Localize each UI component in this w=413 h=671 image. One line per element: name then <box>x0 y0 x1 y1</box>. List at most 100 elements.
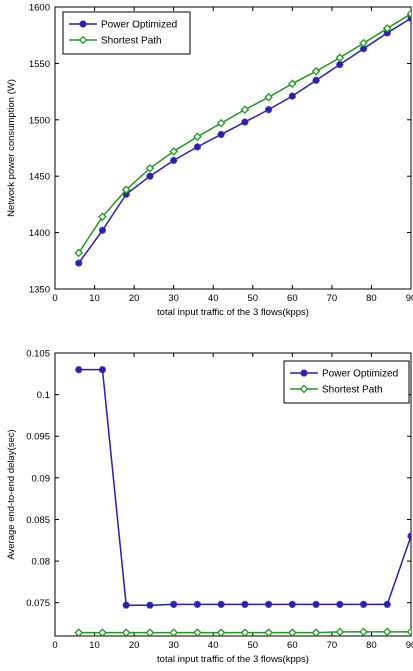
data-point-shortest-path <box>406 627 411 636</box>
data-point-shortest-path <box>98 628 107 636</box>
data-point-power-optimized <box>98 366 107 374</box>
x-tick-label: 60 <box>287 640 298 651</box>
x-axis-label: total input traffic of the 3 flows(kpps) <box>157 654 309 665</box>
chart-1: 0 10 20 30 40 50 60 70 80 90 1350 1400 1450 1500 1550 1… <box>6 3 413 319</box>
data-point-shortest-path <box>240 105 250 114</box>
x-tick-label: 80 <box>366 640 377 651</box>
data-point-power-optimized <box>288 600 296 608</box>
data-point-power-optimized <box>170 600 178 608</box>
data-point-shortest-path <box>169 147 178 156</box>
x-tick-label: 10 <box>89 293 100 304</box>
data-point-shortest-path <box>74 628 84 636</box>
x-tick-label: 0 <box>52 293 57 304</box>
legend-label: Power Optimized <box>322 369 398 380</box>
y-tick-label: 1450 <box>29 172 50 183</box>
data-point-power-optimized <box>98 226 107 234</box>
y-tick-label: 0.1 <box>37 390 50 401</box>
x-tick-label: 70 <box>327 640 338 651</box>
data-point-power-optimized <box>336 600 344 608</box>
data-point-shortest-path <box>216 628 226 636</box>
data-point-power-optimized <box>241 118 249 126</box>
legend-marker <box>79 20 87 28</box>
x-tick-label: 90 <box>406 640 413 651</box>
x-tick-label: 30 <box>168 293 179 304</box>
x-tick-label: 60 <box>287 293 298 304</box>
y-tick-label: 0.095 <box>26 432 50 443</box>
data-point-shortest-path <box>74 248 84 258</box>
y-axis-label: Network power consumption (W) <box>6 79 17 217</box>
data-point-power-optimized <box>288 92 296 100</box>
x-tick-label: 20 <box>129 293 140 304</box>
x-tick-label: 50 <box>247 640 258 651</box>
data-point-power-optimized <box>241 600 249 608</box>
legend-label: Shortest Path <box>322 385 383 396</box>
data-point-shortest-path <box>121 185 131 195</box>
x-tick-label: 80 <box>366 293 377 304</box>
data-point-shortest-path <box>382 24 392 33</box>
data-point-power-optimized <box>383 29 391 37</box>
data-point-power-optimized <box>359 600 368 608</box>
data-point-shortest-path <box>335 627 345 636</box>
y-tick-label: 1400 <box>29 228 50 239</box>
data-point-power-optimized <box>217 600 225 608</box>
x-tick-label: 90 <box>406 293 413 304</box>
data-point-shortest-path <box>335 53 345 63</box>
y-tick-label: 0.085 <box>26 515 50 526</box>
x-tick-label: 30 <box>168 640 179 651</box>
legend-label: Power Optimized <box>101 20 177 31</box>
data-point-power-optimized <box>122 190 130 198</box>
data-point-power-optimized <box>122 601 130 609</box>
x-tick-label: 0 <box>52 640 57 651</box>
data-point-shortest-path <box>216 118 226 128</box>
data-point-shortest-path <box>240 628 250 636</box>
x-tick-label: 50 <box>247 293 258 304</box>
legend-label: Shortest Path <box>101 36 162 47</box>
data-point-shortest-path <box>288 79 297 89</box>
data-point-shortest-path <box>359 38 368 48</box>
legend-marker <box>78 35 88 45</box>
data-point-shortest-path <box>382 627 392 636</box>
data-point-power-optimized <box>146 172 154 180</box>
y-tick-label: 0.105 <box>26 349 50 360</box>
x-axis-label: total input traffic of the 3 flows(kpps) <box>157 307 309 318</box>
legend-box <box>283 360 410 404</box>
data-point-shortest-path <box>193 628 202 636</box>
data-point-shortest-path <box>169 628 178 636</box>
data-point-shortest-path <box>264 628 273 636</box>
data-point-shortest-path <box>145 163 155 173</box>
y-tick-label: 1550 <box>29 59 50 70</box>
legend: Power Optimized Shortest Path <box>283 360 410 404</box>
data-point-power-optimized <box>75 259 83 267</box>
y-axis-label: Average end-to-end delay(sec) <box>6 429 17 559</box>
data-point-power-optimized <box>193 143 201 151</box>
data-point-power-optimized <box>312 76 320 84</box>
data-point-shortest-path <box>406 9 411 19</box>
data-point-power-optimized <box>265 106 273 114</box>
x-tick-label: 40 <box>208 640 219 651</box>
data-point-power-optimized <box>146 601 154 609</box>
chart-2: 0 10 20 30 40 50 60 70 80 90 0.075 0.08 0.085 0.09 0.0… <box>6 349 413 666</box>
legend: Power Optimized Shortest Path <box>62 11 191 55</box>
data-point-power-optimized <box>75 366 83 374</box>
data-point-shortest-path <box>193 132 202 142</box>
x-tick-label: 70 <box>327 293 338 304</box>
plot-series <box>74 9 411 267</box>
y-tick-label: 1500 <box>29 115 50 126</box>
data-point-power-optimized <box>193 600 201 608</box>
y-tick-label: 0.08 <box>32 557 51 568</box>
data-point-power-optimized <box>217 130 225 139</box>
y-tick-label: 1350 <box>29 285 50 296</box>
data-point-shortest-path <box>359 627 368 636</box>
plot-series <box>74 366 411 636</box>
y-tick-label: 0.09 <box>32 473 51 484</box>
x-tick-label: 40 <box>208 293 219 304</box>
legend-box <box>62 11 191 55</box>
data-point-power-optimized <box>265 600 273 608</box>
data-point-power-optimized <box>312 600 320 608</box>
legend-marker <box>300 369 308 377</box>
data-point-shortest-path <box>98 212 107 222</box>
data-point-shortest-path <box>264 92 273 102</box>
x-tick-label: 20 <box>129 640 140 651</box>
data-point-shortest-path <box>121 628 131 636</box>
